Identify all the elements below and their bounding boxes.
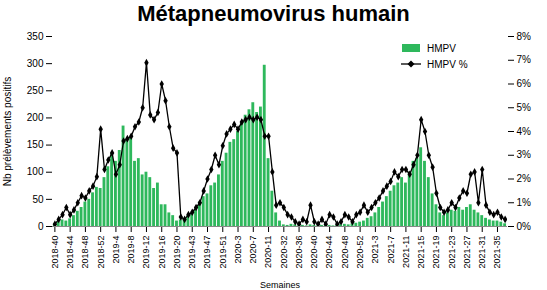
- svg-text:2020-40: 2020-40: [309, 236, 319, 269]
- svg-text:2020-3: 2020-3: [233, 236, 243, 264]
- svg-text:0%: 0%: [517, 221, 532, 232]
- svg-text:2020-52: 2020-52: [355, 236, 365, 269]
- svg-text:1%: 1%: [517, 197, 532, 208]
- svg-text:250: 250: [27, 85, 44, 96]
- svg-text:2020-44: 2020-44: [324, 236, 334, 269]
- svg-text:Semaines: Semaines: [260, 280, 301, 290]
- svg-text:2019-47: 2019-47: [202, 236, 212, 269]
- svg-text:2021-23: 2021-23: [447, 236, 457, 269]
- svg-text:2018-48: 2018-48: [80, 236, 90, 269]
- svg-text:4%: 4%: [517, 126, 532, 137]
- svg-text:2021-31: 2021-31: [477, 236, 487, 269]
- svg-text:2018-52: 2018-52: [96, 236, 106, 269]
- svg-text:50: 50: [32, 194, 44, 205]
- svg-text:2018-40: 2018-40: [50, 236, 60, 269]
- svg-text:2019-43: 2019-43: [187, 236, 197, 269]
- svg-text:200: 200: [27, 112, 44, 123]
- svg-text:2021-3: 2021-3: [370, 236, 380, 264]
- svg-text:2021-7: 2021-7: [386, 236, 396, 264]
- svg-text:7%: 7%: [517, 54, 532, 65]
- svg-text:2020-36: 2020-36: [294, 236, 304, 269]
- svg-text:2019-8: 2019-8: [126, 236, 136, 264]
- svg-text:5%: 5%: [517, 102, 532, 113]
- html-text:HMPV %: HMPV %: [427, 58, 468, 70]
- svg-text:2019-51: 2019-51: [218, 236, 228, 269]
- svg-text:2021-35: 2021-35: [492, 236, 502, 269]
- svg-text:2019-4: 2019-4: [111, 236, 121, 264]
- svg-text:300: 300: [27, 58, 44, 69]
- svg-text:350: 350: [27, 31, 44, 42]
- svg-text:2020-48: 2020-48: [340, 236, 350, 269]
- svg-text:2019-12: 2019-12: [141, 236, 151, 269]
- svg-text:2021-19: 2021-19: [431, 236, 441, 269]
- svg-text:2019-16: 2019-16: [157, 236, 167, 269]
- svg-text:2021-15: 2021-15: [416, 236, 426, 269]
- svg-text:2%: 2%: [517, 173, 532, 184]
- html-text:Métapneumovirus humain: Métapneumovirus humain: [137, 1, 410, 26]
- svg-text:2019-20: 2019-20: [172, 236, 182, 269]
- html-text:HMPV: HMPV: [427, 42, 456, 54]
- svg-text:3%: 3%: [517, 149, 532, 160]
- svg-text:2020-11: 2020-11: [263, 236, 273, 268]
- svg-text:150: 150: [27, 139, 44, 150]
- svg-text:2020-7: 2020-7: [248, 236, 258, 264]
- svg-text:2021-11: 2021-11: [401, 236, 411, 268]
- svg-text:8%: 8%: [517, 31, 532, 42]
- svg-text:Nb prélèvements positifs: Nb prélèvements positifs: [2, 77, 13, 187]
- svg-text:2018-44: 2018-44: [65, 236, 75, 269]
- svg-text:0: 0: [38, 221, 44, 232]
- svg-text:6%: 6%: [517, 78, 532, 89]
- svg-text:2020-32: 2020-32: [279, 236, 289, 269]
- svg-text:100: 100: [27, 166, 44, 177]
- svg-text:2021-27: 2021-27: [462, 236, 472, 269]
